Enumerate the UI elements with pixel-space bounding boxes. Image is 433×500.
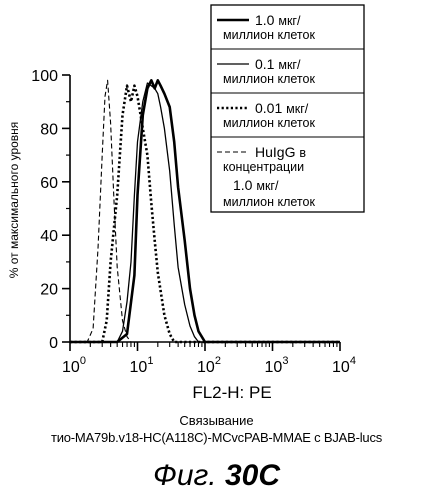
figure-label: Фиг. 30C (0, 459, 433, 493)
legend-unit: мкг/ (278, 58, 301, 72)
y-tick-label: 80 (40, 121, 58, 138)
x-tick-exponent: 4 (350, 355, 356, 367)
legend-value: 0.1 (255, 56, 278, 72)
legend-entry-3-line2: миллион клеток (223, 116, 315, 130)
y-axis-label: % от максимального уровня (7, 122, 21, 279)
caption-line-1: Связывание (0, 413, 433, 428)
legend: 1.0 мкг/миллион клеток0.1 мкг/миллион кл… (211, 5, 364, 212)
x-tick-label: 101 (130, 355, 154, 376)
x-tick-label: 100 (62, 355, 86, 376)
caption-line-2: тио-MA79b.v18-HC(A118C)-MCvcPAB-MMAE с B… (0, 430, 433, 445)
legend-entry-4-line1: HuIgG в (255, 144, 306, 160)
x-axis-label: FL2-H: PE (192, 383, 271, 402)
x-tick-exponent: 3 (282, 355, 288, 367)
x-tick-exponent: 1 (147, 355, 153, 367)
x-tick-label: 103 (265, 355, 289, 376)
legend-value: 1.0 (255, 12, 278, 28)
legend-entry-2-line1: 0.1 мкг/ (255, 56, 301, 72)
legend-unit: мкг/ (286, 102, 309, 116)
x-tick-exponent: 0 (80, 355, 86, 367)
x-tick-base: 10 (197, 359, 215, 376)
legend-entry-1-line2: миллион клеток (223, 28, 315, 42)
legend-value: 0.01 (255, 100, 286, 116)
figure-label-prefix: Фиг. (153, 459, 217, 492)
legend-entry-3-line1: 0.01 мкг/ (255, 100, 309, 116)
figure-label-number: 30C (225, 459, 280, 492)
x-tick-base: 10 (62, 359, 80, 376)
legend-unit: мкг/ (256, 179, 279, 193)
legend-value: HuIgG (255, 144, 299, 160)
y-tick-label: 20 (40, 282, 58, 299)
legend-unit: в (299, 146, 306, 160)
x-tick-label: 104 (332, 355, 356, 376)
x-tick-exponent: 2 (215, 355, 221, 367)
x-tick-base: 10 (130, 359, 148, 376)
y-tick-label: 0 (49, 335, 58, 352)
x-tick-base: 10 (332, 359, 350, 376)
legend-unit: мкг/ (278, 14, 301, 28)
legend-entry-4-line4: миллион клеток (223, 195, 315, 209)
legend-entry-2-line2: миллион клеток (223, 72, 315, 86)
legend-entry-4-line2: концентрации (223, 160, 304, 174)
y-tick-label: 60 (40, 175, 58, 192)
y-tick-label: 40 (40, 228, 58, 245)
x-tick-base: 10 (265, 359, 283, 376)
legend-entry-4-line3: 1.0 мкг/ (233, 177, 279, 193)
legend-entry-1-line1: 1.0 мкг/ (255, 12, 301, 28)
histogram-chart: % от максимального уровня 02040608010010… (0, 0, 433, 410)
legend-value: 1.0 (233, 177, 256, 193)
y-tick-label: 100 (31, 68, 58, 85)
x-tick-label: 102 (197, 355, 221, 376)
